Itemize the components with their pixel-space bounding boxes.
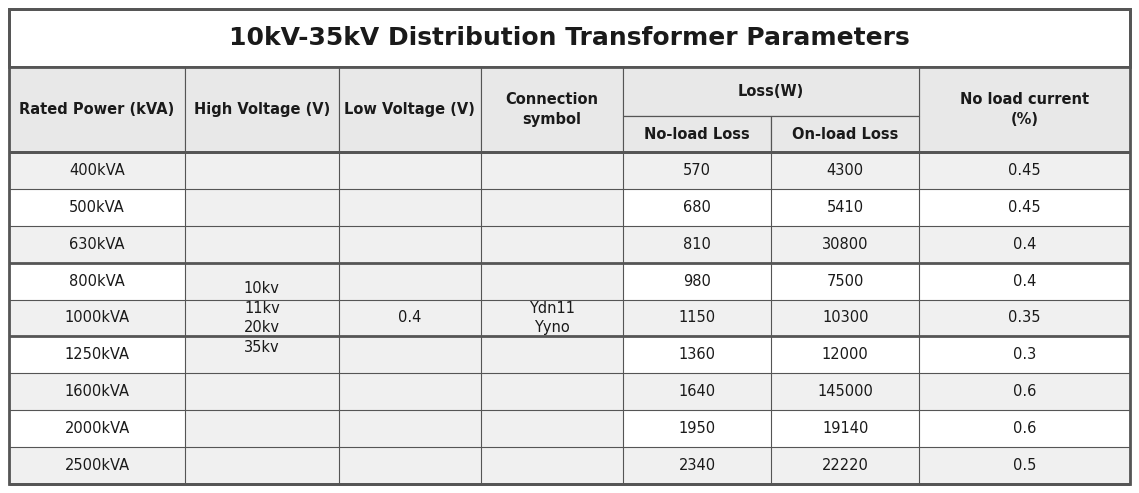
Text: 1360: 1360 <box>679 348 715 362</box>
Text: 10kV-35kV Distribution Transformer Parameters: 10kV-35kV Distribution Transformer Param… <box>229 26 910 50</box>
Text: 0.35: 0.35 <box>1008 311 1041 325</box>
Text: 1950: 1950 <box>679 421 715 436</box>
Bar <box>623 67 919 116</box>
Text: Rated Power (kVA): Rated Power (kVA) <box>19 102 174 117</box>
Bar <box>481 67 623 152</box>
Text: 2340: 2340 <box>679 458 715 473</box>
Text: No load current
(%): No load current (%) <box>960 92 1089 127</box>
Text: 0.6: 0.6 <box>1013 385 1036 399</box>
Text: 0.45: 0.45 <box>1008 200 1041 215</box>
Text: High Voltage (V): High Voltage (V) <box>194 102 330 117</box>
Bar <box>771 116 919 152</box>
Bar <box>185 67 338 152</box>
Text: 4300: 4300 <box>827 163 863 178</box>
Bar <box>9 336 1130 373</box>
Text: 1250kVA: 1250kVA <box>65 348 130 362</box>
Bar <box>9 410 1130 447</box>
Bar <box>919 67 1130 152</box>
Text: 10300: 10300 <box>822 311 868 325</box>
Text: 0.45: 0.45 <box>1008 163 1041 178</box>
Text: 2500kVA: 2500kVA <box>65 458 130 473</box>
Bar <box>9 447 1130 484</box>
Bar <box>9 189 1130 226</box>
Text: No-load Loss: No-load Loss <box>645 127 751 141</box>
Bar <box>185 152 338 484</box>
Bar <box>9 300 1130 336</box>
Text: Ydn11
Yyno: Ydn11 Yyno <box>530 301 575 335</box>
Text: 500kVA: 500kVA <box>69 200 125 215</box>
Text: 0.4: 0.4 <box>1013 237 1036 251</box>
Text: Loss(W): Loss(W) <box>738 84 804 99</box>
Text: 0.5: 0.5 <box>1013 458 1036 473</box>
Text: 30800: 30800 <box>822 237 868 251</box>
Text: 10kv
11kv
20kv
35kv: 10kv 11kv 20kv 35kv <box>244 281 280 355</box>
Text: 145000: 145000 <box>818 385 874 399</box>
Text: 19140: 19140 <box>822 421 868 436</box>
Text: 800kVA: 800kVA <box>69 274 125 288</box>
Text: Connection
symbol: Connection symbol <box>506 92 599 127</box>
Bar <box>9 9 1130 67</box>
Bar <box>9 373 1130 410</box>
Text: 0.4: 0.4 <box>1013 274 1036 288</box>
Text: 12000: 12000 <box>822 348 869 362</box>
Bar <box>9 263 1130 300</box>
Text: 400kVA: 400kVA <box>69 163 125 178</box>
Text: 1640: 1640 <box>679 385 715 399</box>
Bar <box>9 226 1130 263</box>
Text: 2000kVA: 2000kVA <box>65 421 130 436</box>
Text: Low Voltage (V): Low Voltage (V) <box>344 102 475 117</box>
Text: 570: 570 <box>683 163 711 178</box>
Text: 0.6: 0.6 <box>1013 421 1036 436</box>
Text: On-load Loss: On-load Loss <box>792 127 899 141</box>
Text: 1000kVA: 1000kVA <box>65 311 130 325</box>
Text: 810: 810 <box>683 237 711 251</box>
Bar <box>9 67 185 152</box>
Bar <box>338 67 481 152</box>
Text: 630kVA: 630kVA <box>69 237 125 251</box>
Bar <box>9 152 1130 189</box>
Text: 7500: 7500 <box>827 274 863 288</box>
Bar <box>481 152 623 484</box>
Text: 1600kVA: 1600kVA <box>65 385 130 399</box>
Bar <box>623 116 771 152</box>
Text: 0.3: 0.3 <box>1013 348 1036 362</box>
Text: 0.4: 0.4 <box>399 311 421 325</box>
Text: 22220: 22220 <box>821 458 869 473</box>
Text: 980: 980 <box>683 274 711 288</box>
Text: 1150: 1150 <box>679 311 715 325</box>
Bar <box>338 152 481 484</box>
Text: 5410: 5410 <box>827 200 863 215</box>
Text: 680: 680 <box>683 200 711 215</box>
